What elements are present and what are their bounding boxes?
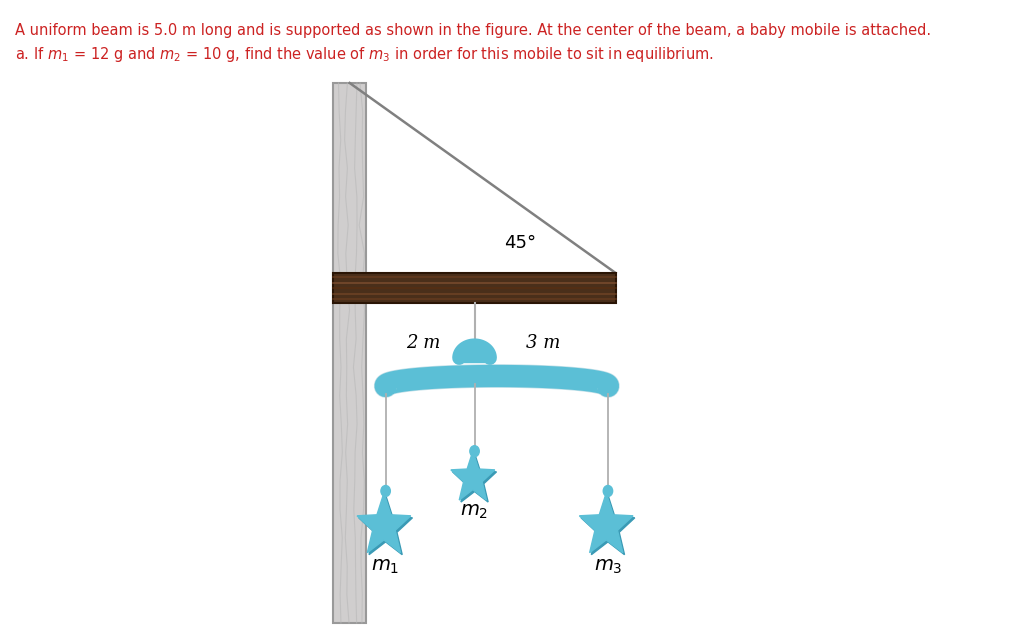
Polygon shape bbox=[451, 451, 494, 500]
Text: a. If $m_1$ = 12 g and $m_2$ = 10 g, find the value of $m_3$ in order for this m: a. If $m_1$ = 12 g and $m_2$ = 10 g, fin… bbox=[15, 45, 714, 64]
Text: 2 m: 2 m bbox=[406, 334, 441, 352]
Circle shape bbox=[470, 446, 479, 457]
Text: $m_2$: $m_2$ bbox=[460, 502, 488, 520]
Polygon shape bbox=[581, 495, 635, 555]
Circle shape bbox=[381, 485, 390, 496]
Bar bbox=[334, 83, 366, 623]
Text: A uniform beam is 5.0 m long and is supported as shown in the figure. At the cen: A uniform beam is 5.0 m long and is supp… bbox=[15, 23, 931, 38]
Bar bbox=[334, 273, 616, 303]
Text: 3 m: 3 m bbox=[526, 334, 560, 352]
Polygon shape bbox=[357, 493, 410, 553]
Polygon shape bbox=[453, 453, 496, 502]
Circle shape bbox=[604, 485, 613, 496]
Text: $m_3$: $m_3$ bbox=[593, 558, 622, 576]
Polygon shape bbox=[579, 493, 633, 553]
Text: $m_1$: $m_1$ bbox=[371, 558, 399, 576]
Polygon shape bbox=[359, 495, 412, 555]
Text: 45°: 45° bbox=[504, 234, 537, 252]
